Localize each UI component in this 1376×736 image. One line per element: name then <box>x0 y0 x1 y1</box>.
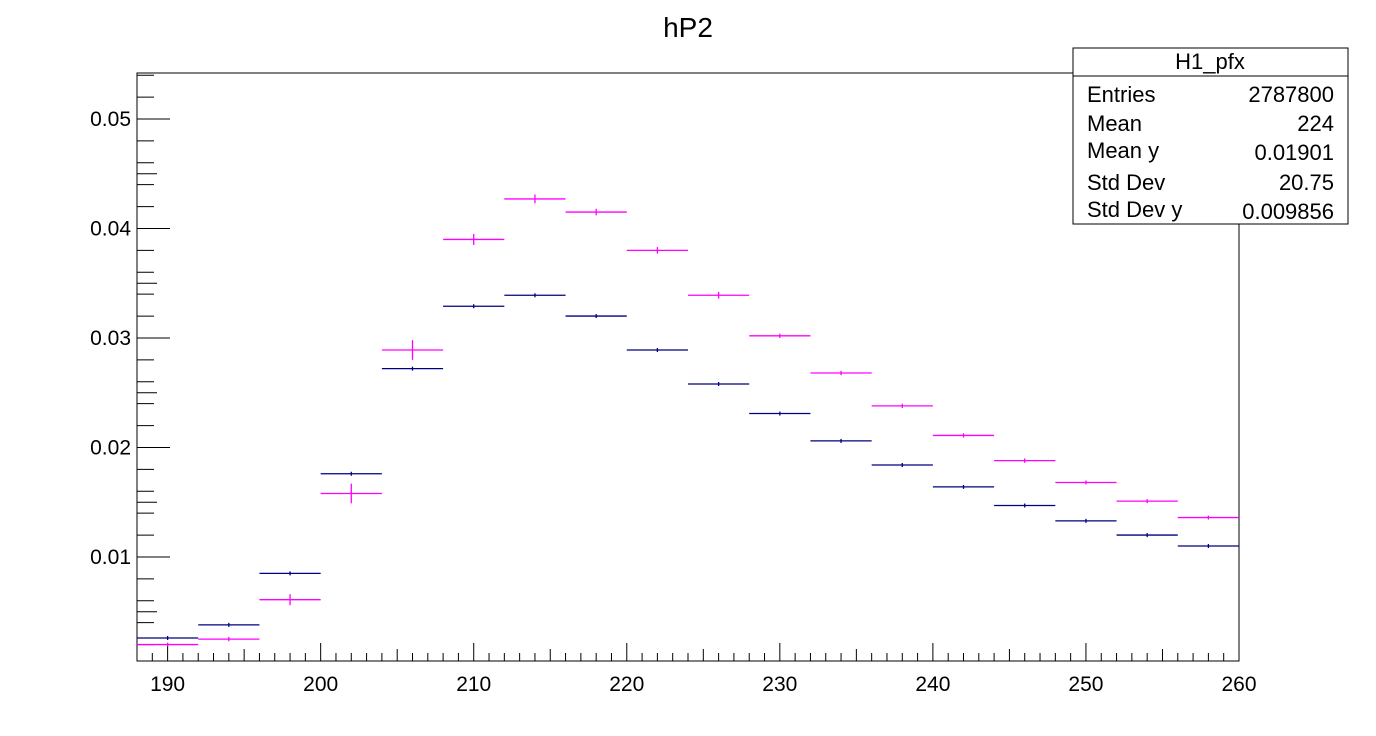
stat-label-mean: Mean <box>1087 111 1142 136</box>
stat-value-entries: 2787800 <box>1248 82 1334 107</box>
stat-value-mean: 224 <box>1297 111 1334 136</box>
y-tick-label: 0.01 <box>90 546 131 569</box>
x-tick-label: 190 <box>150 673 185 696</box>
stat-label-mean-y: Mean y <box>1087 138 1159 163</box>
stat-label-entries: Entries <box>1087 82 1155 107</box>
series-2 <box>137 194 1239 647</box>
stat-label-std-dev: Std Dev <box>1087 170 1165 195</box>
y-tick-label: 0.04 <box>90 217 131 240</box>
x-tick-label: 250 <box>1068 673 1103 696</box>
data-marks <box>137 194 1239 647</box>
stat-label-std-dev-y: Std Dev y <box>1087 197 1182 222</box>
y-tick-label: 0.02 <box>90 436 131 459</box>
x-tick-label: 260 <box>1221 673 1256 696</box>
x-tick-label: 240 <box>915 673 950 696</box>
stat-value-std-dev: 20.75 <box>1279 170 1334 195</box>
y-tick-label: 0.05 <box>90 108 131 131</box>
chart-title: hP2 <box>663 12 713 43</box>
y-tick-label: 0.03 <box>90 327 131 350</box>
x-tick-label: 200 <box>303 673 338 696</box>
x-tick-label: 220 <box>609 673 644 696</box>
stat-value-mean-y: 0.01901 <box>1254 140 1334 165</box>
y-axis: 0.01 0.02 0.03 0.04 0.05 <box>90 74 170 646</box>
series-1 <box>137 293 1239 641</box>
stats-box-frame <box>1072 47 1349 225</box>
x-axis: 190 200 210 220 230 240 250 260 <box>136 643 1257 696</box>
stats-box-name: H1_pfx <box>1175 49 1245 74</box>
stat-value-std-dev-y: 0.009856 <box>1242 199 1334 224</box>
x-tick-label: 210 <box>456 673 491 696</box>
x-tick-label: 230 <box>762 673 797 696</box>
stats-box: H1_pfx Entries 2787800 Mean 224 Mean y 0… <box>1072 47 1349 225</box>
